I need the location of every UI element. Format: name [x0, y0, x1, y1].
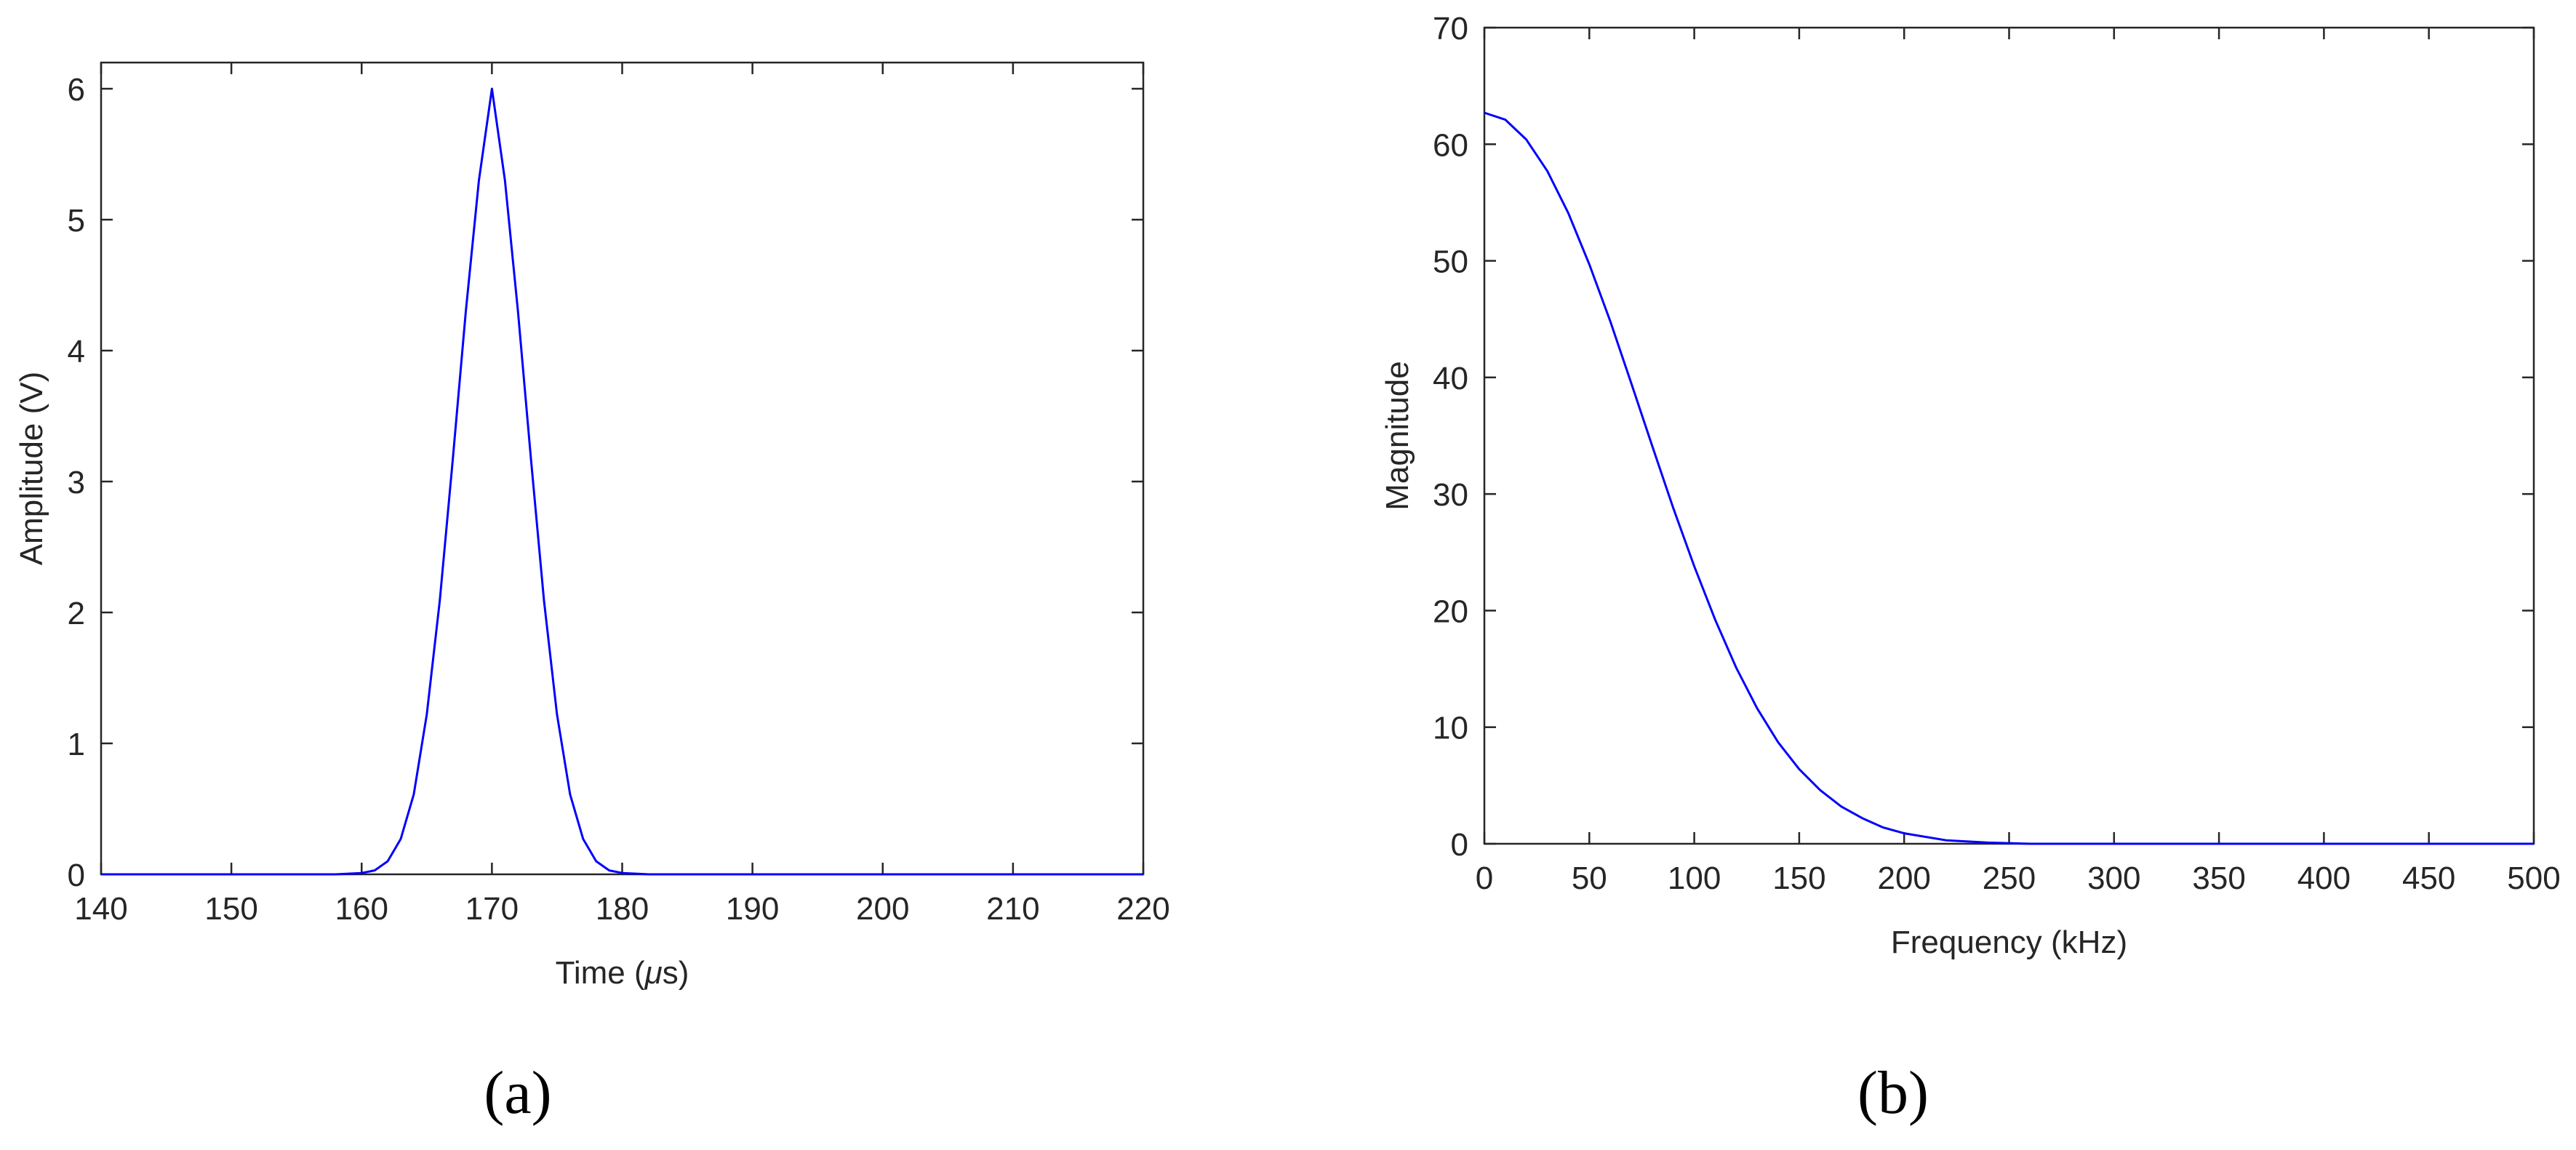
series-line	[1484, 111, 2534, 845]
y-tick-label: 0	[1451, 827, 1468, 863]
y-tick-label: 6	[68, 72, 85, 108]
x-tick-label: 170	[465, 891, 519, 927]
x-axis-title-mu: μ	[644, 955, 663, 991]
x-tick-label: 140	[74, 891, 127, 927]
x-tick-label: 400	[2297, 860, 2351, 896]
panel-a-chart: 140 150 160 170 180 190 200 210 220 0 1 2 3 4 5 6 Time (…	[14, 61, 1170, 1127]
y-tick-label: 10	[1433, 711, 1468, 746]
x-tick-label: 250	[1983, 860, 2036, 896]
plot-area-frame	[1483, 26, 2535, 845]
panel-label: (b)	[1857, 1059, 1929, 1127]
x-axis-title-suffix: s)	[663, 955, 689, 991]
panel-b-chart: 0 50 100 150 200 250 300 350 400 450 500 0 10 20 30 40 5…	[1380, 11, 2561, 1127]
plot-area-frame	[100, 61, 1145, 876]
y-tick-label: 4	[68, 334, 85, 370]
y-tick-label: 1	[68, 727, 85, 762]
x-tick-label: 200	[856, 891, 909, 927]
y-tick-label: 70	[1433, 11, 1468, 47]
y-axis-title: Magnitude	[1380, 361, 1415, 510]
y-tick-label: 30	[1433, 477, 1468, 513]
x-tick-label: 190	[726, 891, 779, 927]
y-tick-label: 50	[1433, 244, 1468, 280]
y-tick-label: 2	[68, 596, 85, 631]
x-tick-label: 160	[335, 891, 388, 927]
x-axis-title: Frequency (kHz)	[1891, 925, 2127, 960]
x-tick-label: 300	[2087, 860, 2140, 896]
x-tick-label: 150	[1772, 860, 1825, 896]
x-tick-label: 500	[2507, 860, 2560, 896]
x-tick-label: 200	[1877, 860, 1930, 896]
y-axis-title: Amplitude (V)	[14, 372, 49, 566]
y-tick-label: 60	[1433, 127, 1468, 163]
y-tick-label: 40	[1433, 361, 1468, 396]
x-tick-label: 450	[2402, 860, 2455, 896]
y-tick-label: 20	[1433, 594, 1468, 629]
x-tick-label: 0	[1476, 860, 1493, 896]
x-tick-label: 220	[1116, 891, 1169, 927]
panel-label: (a)	[484, 1059, 551, 1127]
x-tick-label: 210	[986, 891, 1039, 927]
y-tick-label: 5	[68, 203, 85, 239]
x-axis-title: Time (μs)	[556, 955, 689, 991]
x-tick-label: 180	[596, 891, 649, 927]
y-tick-label: 3	[68, 465, 85, 500]
y-tick-label: 0	[68, 858, 85, 893]
x-tick-label: 50	[1572, 860, 1607, 896]
x-tick-label: 100	[1668, 860, 1721, 896]
x-axis-title-prefix: Time (	[556, 955, 645, 991]
series-line	[101, 87, 1143, 876]
x-tick-label: 150	[204, 891, 257, 927]
x-tick-label: 350	[2192, 860, 2245, 896]
